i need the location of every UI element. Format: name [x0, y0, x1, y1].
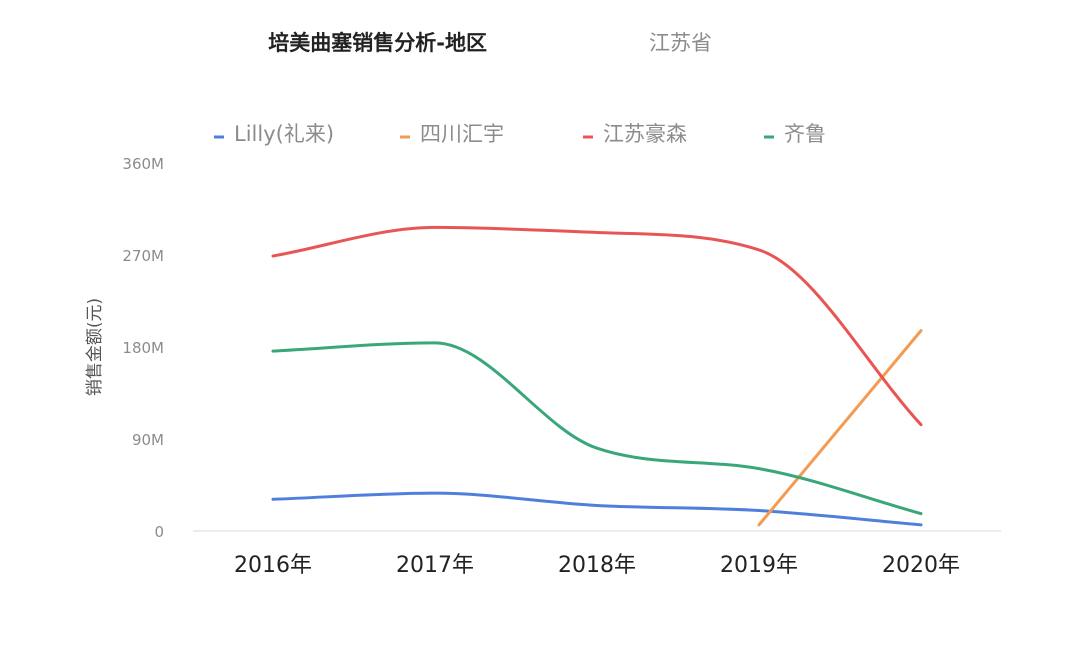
y-tick-label: 90M [132, 431, 164, 449]
x-axis-ticks: 2016年 2017年 2018年 2019年 2020年 [234, 553, 960, 578]
legend-item[interactable]: 四川汇宇 [400, 122, 504, 146]
chart-subtitle: 江苏省 [649, 31, 712, 55]
legend-label: Lilly(礼来) [234, 122, 334, 146]
series-line [757, 329, 923, 527]
x-tick-label: 2020年 [882, 553, 960, 578]
x-tick-label: 2018年 [558, 553, 636, 578]
legend-item[interactable]: 江苏豪森 [583, 122, 687, 146]
y-axis-label: 销售金额(元) [85, 298, 105, 396]
legend: Lilly(礼来) 四川汇宇 江苏豪森 齐鲁 [214, 122, 826, 146]
series-line [271, 225, 923, 427]
legend-label: 四川汇宇 [420, 122, 504, 146]
y-tick-label: 270M [122, 247, 164, 265]
series-line [271, 491, 923, 527]
y-axis-ticks: 0 90M 180M 270M 360M [122, 155, 164, 541]
series-group [271, 225, 923, 527]
y-tick-label: 180M [122, 339, 164, 357]
legend-label: 江苏豪森 [603, 122, 687, 146]
y-tick-label: 360M [122, 155, 164, 173]
legend-item[interactable]: 齐鲁 [764, 122, 826, 146]
series-line [271, 341, 923, 516]
chart-title: 培美曲塞销售分析-地区 [268, 31, 487, 55]
legend-item[interactable]: Lilly(礼来) [214, 122, 334, 146]
x-tick-label: 2019年 [720, 553, 798, 578]
legend-label: 齐鲁 [784, 122, 826, 146]
y-tick-label: 0 [154, 523, 164, 541]
x-tick-label: 2017年 [396, 553, 474, 578]
x-tick-label: 2016年 [234, 553, 312, 578]
